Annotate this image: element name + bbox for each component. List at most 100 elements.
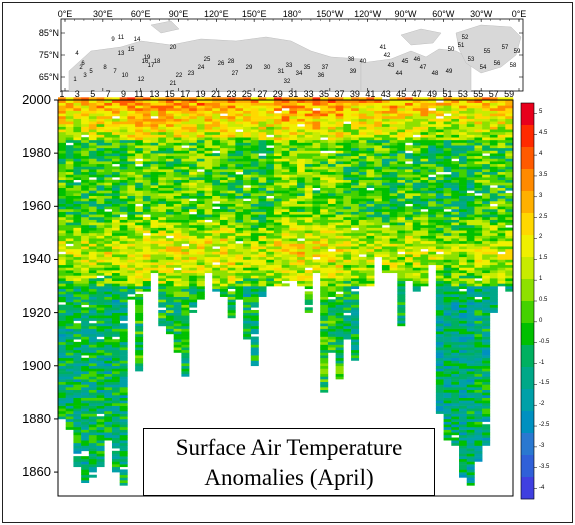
heatmap-cell [135, 232, 144, 236]
heatmap-cell [459, 344, 468, 348]
heatmap-cell [81, 179, 90, 183]
heatmap-cell [104, 371, 113, 375]
heatmap-cell [273, 227, 282, 231]
heatmap-cell [289, 232, 298, 236]
heatmap-cell [158, 171, 167, 175]
heatmap-cell [196, 275, 205, 279]
heatmap-cell [88, 278, 97, 282]
heatmap-cell [451, 309, 460, 313]
heatmap-cell [343, 296, 352, 300]
heatmap-cell [397, 97, 406, 101]
heatmap-cell [266, 147, 275, 151]
heatmap-cell [304, 153, 313, 157]
heatmap-cell [281, 147, 290, 151]
heatmap-cell [428, 169, 437, 173]
heatmap-cell [73, 139, 82, 143]
heatmap-cell [119, 472, 128, 476]
heatmap-cell [327, 251, 336, 255]
heatmap-cell [65, 219, 74, 223]
heatmap-cell [304, 115, 313, 119]
heatmap-cell [405, 118, 414, 122]
heatmap-cell [227, 240, 236, 244]
heatmap-cell [397, 267, 406, 271]
heatmap-cell [320, 193, 329, 196]
heatmap-cell [405, 110, 414, 114]
heatmap-cell [250, 150, 259, 154]
heatmap-cell [204, 158, 213, 162]
heatmap-cell [389, 113, 398, 117]
heatmap-cell [81, 352, 90, 356]
heatmap-cell [451, 272, 460, 276]
heatmap-cell [127, 190, 136, 194]
heatmap-cell [459, 294, 468, 297]
heatmap-cell [111, 392, 120, 396]
heatmap-cell [212, 195, 221, 199]
heatmap-cell [281, 195, 290, 199]
heatmap-cell [158, 259, 167, 263]
heatmap-cell [335, 200, 344, 204]
heatmap-cell [320, 240, 329, 244]
heatmap-cell [111, 464, 120, 468]
heatmap-cell [73, 270, 82, 274]
heatmap-cell [204, 105, 213, 109]
heatmap-cell [181, 259, 190, 263]
heatmap-cell [243, 264, 252, 268]
heatmap-cell [304, 139, 313, 143]
heatmap-cell [81, 461, 90, 465]
heatmap-cell [127, 238, 136, 242]
heatmap-cell [366, 243, 375, 247]
heatmap-cell [443, 158, 452, 162]
heatmap-cell [459, 328, 468, 332]
heatmap-cell [181, 307, 190, 311]
heatmap-cell [273, 267, 282, 271]
heatmap-cell [204, 240, 213, 244]
heatmap-cell [96, 200, 105, 204]
heatmap-cell [351, 339, 360, 343]
heatmap-cell [266, 158, 275, 162]
heatmap-cell [304, 190, 313, 194]
heatmap-cell [374, 206, 383, 210]
heatmap-cell [158, 193, 167, 196]
heatmap-cell [104, 286, 113, 289]
heatmap-cell [235, 214, 244, 218]
heatmap-cell [343, 232, 352, 236]
heatmap-cell [58, 222, 67, 226]
heatmap-cell [435, 357, 444, 361]
heatmap-cell [381, 246, 390, 250]
heatmap-cell [459, 291, 468, 295]
heatmap-cell [227, 235, 236, 239]
heatmap-cell [389, 171, 398, 175]
heatmap-cell [235, 267, 244, 271]
heatmap-cell [158, 219, 167, 223]
heatmap-cell [135, 142, 144, 146]
heatmap-cell [358, 256, 367, 260]
heatmap-cell [196, 163, 205, 167]
heatmap-cell [358, 193, 367, 196]
heatmap-cell [104, 134, 113, 138]
heatmap-cell [127, 280, 136, 284]
heatmap-cell [111, 248, 120, 252]
heatmap-cell [73, 347, 82, 351]
heatmap-cell [459, 150, 468, 154]
heatmap-cell [81, 267, 90, 271]
heatmap-cell [297, 243, 306, 247]
heatmap-cell [327, 312, 336, 316]
heatmap-cell [273, 147, 282, 151]
heatmap-cell [88, 464, 97, 468]
heatmap-cell [320, 363, 329, 367]
heatmap-cell [451, 264, 460, 268]
heatmap-cell [351, 216, 360, 220]
map-station-label: 16 [142, 59, 149, 65]
heatmap-cell [451, 219, 460, 223]
heatmap-cell [428, 254, 437, 258]
heatmap-cell [412, 115, 421, 119]
heatmap-cell [366, 190, 375, 194]
heatmap-cell [165, 238, 174, 242]
heatmap-cell [459, 139, 468, 143]
heatmap-cell [150, 256, 159, 260]
heatmap-cell [289, 97, 298, 101]
heatmap-cell [320, 381, 329, 385]
heatmap-cell [150, 155, 159, 159]
heatmap-cell [297, 118, 306, 122]
heatmap-cell [351, 179, 360, 183]
